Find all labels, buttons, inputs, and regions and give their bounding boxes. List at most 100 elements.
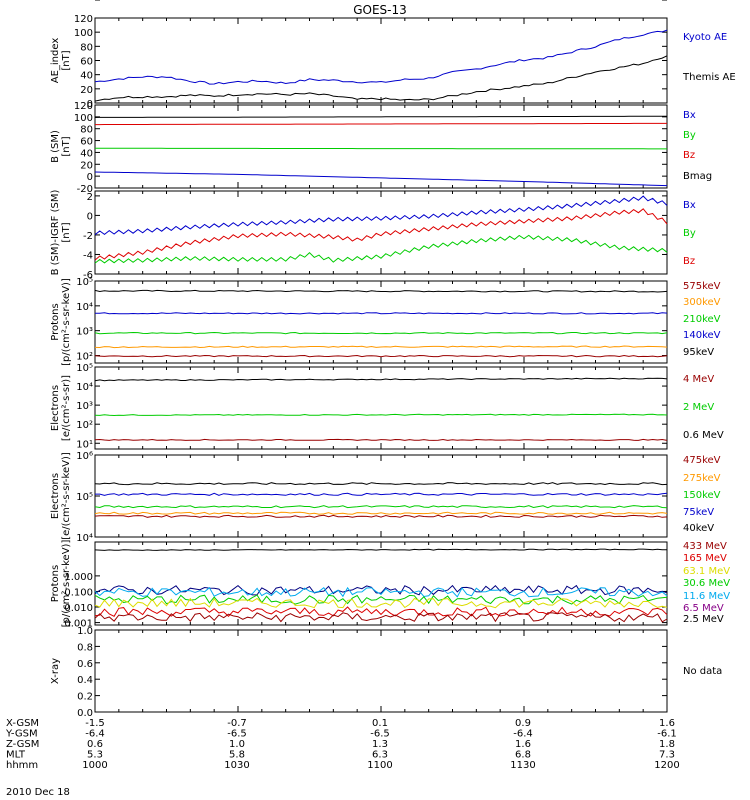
ytick-label: 2 xyxy=(87,192,93,203)
series-line-Bmag xyxy=(94,115,667,118)
ytick-label: -4 xyxy=(83,250,93,261)
panel-frame xyxy=(94,190,668,275)
ephemeris-value: 1.3 xyxy=(372,739,388,750)
ytick-label: -6 xyxy=(83,270,93,281)
ytick-label: 20 xyxy=(80,85,93,96)
legend-entry: 475keV xyxy=(683,455,721,466)
series-line-433-MeV xyxy=(94,612,668,623)
ylabel-line: AE_index xyxy=(50,38,61,84)
panel-frame xyxy=(94,280,668,364)
legend-entry: 433 MeV xyxy=(683,541,727,552)
ytick-label: 10⁴ xyxy=(76,382,93,393)
series-line-63.1-MeV xyxy=(94,597,668,609)
ytick-label: 0.010 xyxy=(64,603,93,614)
series-line-Bz xyxy=(94,208,668,261)
legend-entry: Bz xyxy=(683,256,695,267)
ylabel-line: [e/(cm²-s-sr)] xyxy=(61,375,72,441)
series-line-165-MeV xyxy=(94,606,668,618)
series-line-275keV xyxy=(94,511,668,515)
ylabel-line: Protons xyxy=(50,565,61,602)
panel-4: 10² 10³ 10⁴ 10⁵ Protons [p/(cm²-s-sr-keV)] 575… xyxy=(50,277,721,366)
ytick-label: 0.6 xyxy=(77,659,93,670)
legend-entry: 40keV xyxy=(683,523,714,534)
panel-7: 0.001 0.010 0.100 1.000 10.000100.000 Protons… xyxy=(50,0,730,630)
panel-8: 0.0 0.2 0.4 0.6 0.8 1.0 X-ray No data xyxy=(50,626,722,719)
series-line-6.5-MeV xyxy=(94,584,668,596)
series-line-300keV xyxy=(94,345,668,349)
legend-entry: 210keV xyxy=(683,314,721,325)
series-line-Bz xyxy=(95,122,667,126)
legend-entry: 575keV xyxy=(683,281,721,292)
ytick-label: -20 xyxy=(77,184,93,195)
panel-frame xyxy=(94,629,668,713)
ephemeris-value: 1.0 xyxy=(229,739,245,750)
series-line-11.6-MeV xyxy=(94,586,668,598)
ytick-label: 120 xyxy=(74,14,93,25)
legend-entry: 0.6 MeV xyxy=(683,430,724,441)
ylabel-line: X-ray xyxy=(50,658,61,684)
series-line-2-MeV xyxy=(94,413,668,417)
series-line-Bx xyxy=(94,195,668,236)
ylabel-line: [p/(cm²-s-sr-keV)] xyxy=(61,278,72,366)
legend-entry: 95keV xyxy=(683,347,714,358)
ylabel-line: Protons xyxy=(50,303,61,340)
ytick-label: 120 xyxy=(74,101,93,112)
ytick-label: 100.000 xyxy=(52,0,93,3)
legend-entry: 300keV xyxy=(683,297,721,308)
ytick-label: 60 xyxy=(80,57,93,68)
series-line-Bx xyxy=(94,171,668,187)
ephemeris-value: 1000 xyxy=(82,760,107,771)
ytick-label: 0.8 xyxy=(77,642,93,653)
legend-entry: Themis AE xyxy=(682,72,736,83)
ephemeris-value: 0.6 xyxy=(87,739,103,750)
legend-entry: Bx xyxy=(683,200,696,211)
ephemeris-value: -0.7 xyxy=(227,718,247,729)
ylabel-line: [nT] xyxy=(61,222,72,242)
ytick-label: 10⁵ xyxy=(76,277,93,288)
legend-entry: Bx xyxy=(683,110,696,121)
ylabel-line: [nT] xyxy=(61,136,72,156)
ylabel-line: [p/(cm²-s-sr-keV)] xyxy=(61,540,72,628)
legend-entry: 63.1 MeV xyxy=(683,566,730,577)
ephemeris-value: 1100 xyxy=(367,760,392,771)
ytick-label: 0 xyxy=(87,211,93,222)
series-line-By xyxy=(95,147,667,150)
legend-entry: 11.6 MeV xyxy=(683,591,730,602)
ytick-label: 60 xyxy=(80,137,93,148)
ephemeris-value: -1.5 xyxy=(85,718,105,729)
panel-1: 0 20 40 60 80 100 120 AE_index [nT] Kyoto AE Themi… xyxy=(50,14,736,110)
series-line-2.5-MeV xyxy=(94,548,667,551)
ephemeris-value: 6.3 xyxy=(372,750,388,761)
ytick-label: 10⁵ xyxy=(76,363,93,374)
ephemeris-value: 0.1 xyxy=(372,718,388,729)
panel-frame xyxy=(94,454,668,538)
legend-entry: Bmag xyxy=(683,171,712,182)
ephemeris-value: 1.8 xyxy=(659,739,675,750)
series-line-30.6-MeV xyxy=(94,594,668,605)
ytick-label: 0.2 xyxy=(77,692,93,703)
ytick-label: 20 xyxy=(80,160,93,171)
legend-entry: 4 MeV xyxy=(683,374,714,385)
ephemeris-label: hhmm xyxy=(6,760,38,771)
panel-6: 10⁴ 10⁵ 10⁶ Electrons [e/(cm²-s-sr-keV)] 475k… xyxy=(50,451,721,544)
ephemeris-value: 5.8 xyxy=(229,750,245,761)
ephemeris-label: Y-GSM xyxy=(5,729,38,740)
ephemeris-value: 1200 xyxy=(654,760,679,771)
ytick-label: 80 xyxy=(80,125,93,136)
series-line-75keV xyxy=(95,492,668,496)
ephemeris-value: 0.9 xyxy=(515,718,531,729)
series-line-Themis-AE xyxy=(94,55,668,102)
panel-3: -6 -4 -2 0 2 B (SM)-IGRF (SM) [nT] Bx By Bz xyxy=(50,190,696,281)
panel-5: 10¹ 10² 10³ 10⁴ 10⁵ Electrons [e/(cm²-s-sr)] 4 … xyxy=(50,363,724,450)
ephemeris-value: 1.6 xyxy=(515,739,531,750)
ylabel-line: Electrons xyxy=(50,473,61,519)
ytick-label: 0.4 xyxy=(77,675,93,686)
ytick-label: 1.000 xyxy=(64,572,93,583)
legend-entry: By xyxy=(683,228,696,239)
ephemeris-value: -6.4 xyxy=(85,729,105,740)
series-line-140keV xyxy=(95,312,668,315)
series-line-40keV xyxy=(94,482,668,486)
ylabel-line: B (SM)-IGRF (SM) xyxy=(50,190,61,276)
